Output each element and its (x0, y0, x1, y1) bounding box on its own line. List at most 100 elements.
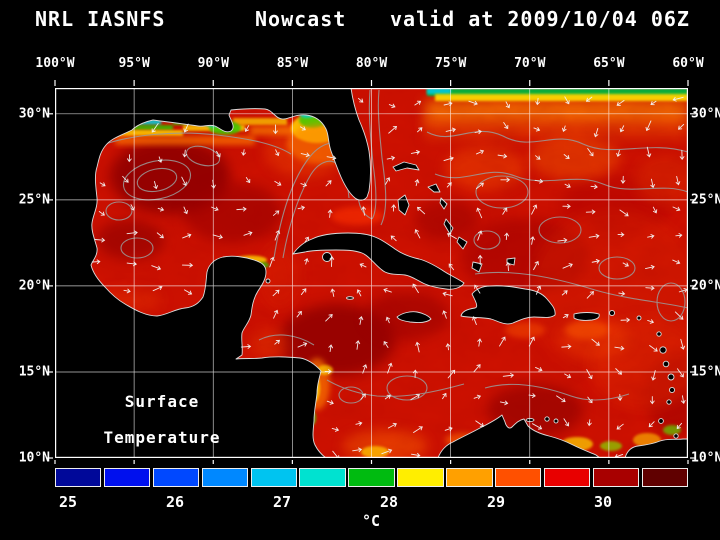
map-layers (55, 88, 688, 458)
current-vector-arrow (412, 369, 418, 378)
colorbar-segment (299, 468, 346, 487)
current-vector-arrow (273, 309, 279, 319)
current-vector-arrow (183, 123, 189, 133)
land-dominica (662, 360, 670, 368)
current-vector-arrow (677, 123, 685, 130)
lon-tick-label: 100°W (35, 56, 75, 71)
colorbar-segment (348, 468, 395, 487)
lat-tick-label-left: 20°N (18, 278, 50, 294)
current-vector-arrow (645, 264, 655, 270)
current-vector-arrow (182, 149, 188, 158)
land-bonaire (553, 418, 559, 424)
land-bahamas (392, 161, 516, 273)
valid-time: valid at 2009/10/04 06Z (390, 7, 690, 31)
map-annotation: Surface Temperature (104, 392, 221, 447)
colorbar-segment (641, 468, 689, 487)
current-vector-arrow (587, 148, 594, 157)
current-vector-arrow (327, 209, 333, 218)
current-vector-arrow (127, 154, 132, 163)
current-vector-arrow (532, 423, 543, 430)
land-st-lucia (668, 386, 676, 394)
current-vector-arrow (645, 120, 652, 132)
land-antigua (656, 331, 662, 337)
lat-tick-label-left: 15°N (18, 364, 50, 380)
current-vector-arrow (677, 368, 684, 378)
current-vector-arrow (473, 394, 482, 400)
current-vector-arrow (564, 183, 571, 188)
lat-tick-label-left: 25°N (18, 192, 50, 208)
land-puerto-rico (573, 312, 600, 321)
current-vector-arrow (477, 254, 483, 266)
current-vector-arrow (241, 149, 246, 156)
current-vector-arrow (593, 127, 599, 138)
current-vector-arrow (245, 177, 251, 184)
current-vector-arrow (357, 97, 364, 103)
colorbar-tick-label: 29 (486, 493, 506, 511)
land-martinique (667, 373, 675, 381)
lon-tick-label: 85°W (276, 56, 309, 71)
current-vector-arrow (500, 177, 511, 183)
current-vector-arrow (477, 230, 483, 241)
axis-ticks (47, 80, 696, 464)
current-vector-arrow (414, 179, 420, 187)
current-vector-arrow (157, 207, 165, 212)
map-frame (55, 88, 688, 458)
current-vector-arrow (562, 314, 569, 319)
current-vector-arrow (650, 178, 655, 189)
current-vector-arrow (445, 127, 457, 133)
current-vector-arrow (563, 418, 570, 427)
current-vector-arrow (474, 129, 482, 135)
current-vector-arrow (620, 175, 626, 184)
current-vector-arrow (361, 206, 367, 216)
current-vector-arrow (528, 393, 536, 398)
current-vector-arrow (442, 310, 447, 319)
current-vector-arrow (502, 373, 515, 378)
current-vector-arrow (646, 146, 652, 158)
current-vector-arrow (535, 97, 540, 106)
lon-tick-label: 90°W (197, 56, 229, 71)
lat-tick-label-right: 15°N (691, 364, 720, 380)
current-vector-arrow (505, 101, 511, 109)
current-vector-arrow (533, 127, 541, 132)
current-vector-arrow (617, 232, 625, 237)
current-vector-arrow (157, 156, 163, 163)
current-vector-arrow (356, 289, 362, 297)
current-vector-arrow (181, 176, 187, 186)
current-vector-arrow (272, 289, 280, 297)
lat-tick-label-right: 20°N (691, 278, 720, 294)
colorbar-segment (397, 468, 444, 487)
current-vector-arrow (358, 316, 364, 325)
current-vector-arrow (615, 368, 623, 375)
colorbar-tick-label: 26 (165, 493, 185, 511)
current-vector-arrow (472, 316, 477, 325)
current-vector-arrow (647, 319, 655, 324)
current-vector-arrow (216, 150, 221, 158)
current-vector-arrow (561, 344, 572, 350)
current-vector-arrow (617, 394, 623, 402)
colorbar-labels: 25 26 27 28 29 30 (55, 493, 688, 511)
current-vector-arrow (563, 154, 570, 159)
current-vector-arrow (300, 182, 308, 187)
current-vector-arrow (98, 211, 105, 216)
current-vector-arrow (244, 125, 250, 132)
current-vector-arrow (535, 155, 541, 160)
colorbar-segment (55, 468, 102, 487)
current-vector-arrow (325, 314, 333, 322)
current-vector-arrow (528, 336, 535, 347)
lon-tick-label: 80°W (355, 56, 388, 71)
current-vector-arrow (499, 400, 509, 406)
current-vector-arrow (156, 232, 164, 239)
current-vector-arrow (183, 206, 188, 215)
current-vector-arrow (675, 233, 683, 238)
current-vector-arrow (236, 206, 247, 212)
current-vector-arrow (300, 288, 307, 295)
current-vector-arrow (445, 343, 451, 351)
current-vector-arrow (647, 234, 655, 239)
current-vector-arrow (619, 209, 629, 217)
current-vector-arrow (443, 101, 453, 107)
current-vector-arrow (130, 204, 135, 211)
current-vector-arrow (585, 209, 596, 215)
current-vector-arrow (304, 257, 309, 265)
current-vector-arrow (619, 125, 625, 133)
